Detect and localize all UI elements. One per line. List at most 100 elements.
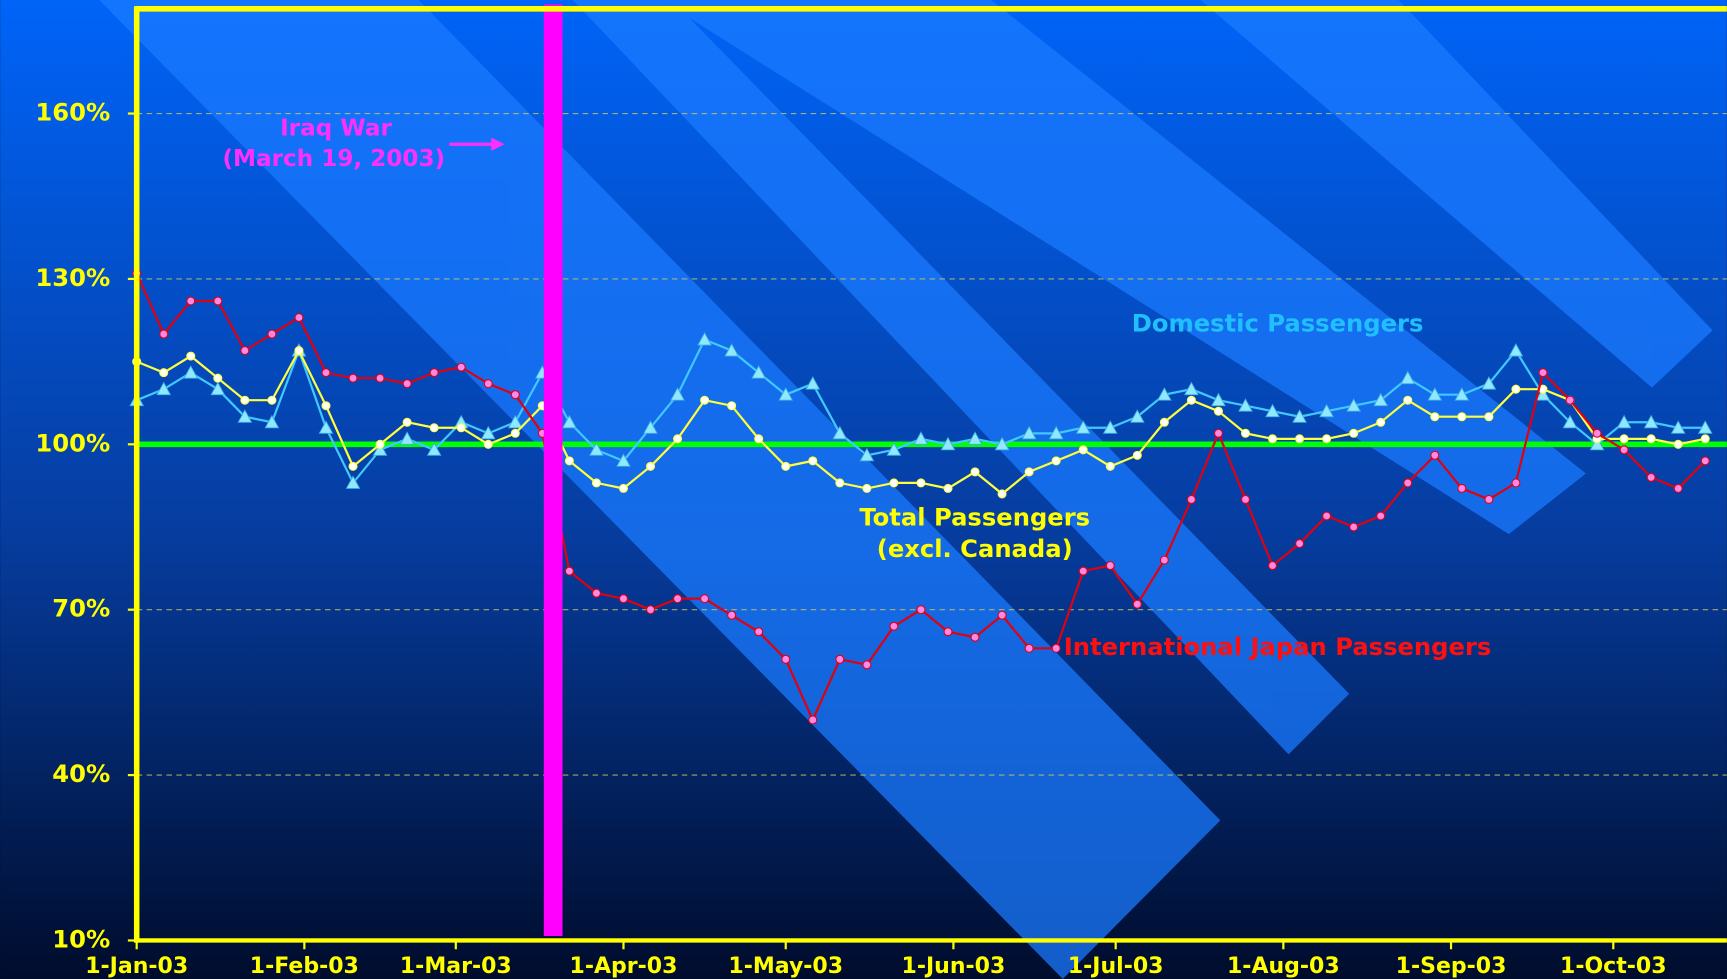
marker	[701, 595, 709, 603]
marker	[674, 435, 682, 443]
marker	[1160, 556, 1168, 564]
marker	[998, 611, 1006, 619]
marker	[1620, 446, 1628, 454]
marker	[1106, 562, 1114, 570]
marker	[1106, 462, 1114, 470]
marker	[836, 479, 844, 487]
marker	[349, 462, 357, 470]
y-tick-label: 40%	[52, 760, 110, 788]
marker	[782, 462, 790, 470]
marker	[1404, 479, 1412, 487]
marker	[890, 622, 898, 630]
x-tick-label: 1-Aug-03	[1227, 954, 1340, 979]
marker	[620, 484, 628, 492]
marker	[728, 402, 736, 410]
marker	[1674, 484, 1682, 492]
y-tick-label: 130%	[35, 264, 110, 292]
marker	[403, 380, 411, 388]
marker	[511, 429, 519, 437]
marker	[457, 363, 465, 371]
marker	[1458, 484, 1466, 492]
series-label: Domestic Passengers	[1090, 308, 1464, 418]
x-tick-label: 1-May-03	[728, 954, 843, 979]
marker	[322, 402, 330, 410]
marker	[1512, 479, 1520, 487]
marker	[295, 347, 303, 355]
marker	[1269, 435, 1277, 443]
marker	[1025, 468, 1033, 476]
marker	[1160, 418, 1168, 426]
marker	[484, 380, 492, 388]
x-tick-label: 1-Jun-03	[902, 954, 1006, 979]
marker	[160, 369, 168, 377]
marker	[1620, 435, 1628, 443]
marker	[511, 391, 519, 399]
marker	[809, 716, 817, 724]
marker	[1242, 495, 1250, 503]
marker	[1485, 495, 1493, 503]
marker	[809, 457, 817, 465]
marker	[592, 589, 600, 597]
marker	[1377, 418, 1385, 426]
marker	[1701, 457, 1709, 465]
marker	[1133, 451, 1141, 459]
marker	[1269, 562, 1277, 570]
marker	[1052, 457, 1060, 465]
marker	[728, 611, 736, 619]
x-tick-label: 1-Sep-03	[1396, 954, 1507, 979]
marker	[1323, 512, 1331, 520]
marker	[214, 297, 222, 305]
marker	[565, 457, 573, 465]
marker	[430, 369, 438, 377]
marker	[1133, 600, 1141, 608]
marker	[1485, 413, 1493, 421]
series-label-text: Domestic Passengers	[1090, 308, 1464, 340]
marker	[755, 435, 763, 443]
marker	[1377, 512, 1385, 520]
x-tick-label: 1-Feb-03	[250, 954, 359, 979]
page: Iraq War (March 19, 2003) Domestic Passe…	[0, 0, 1727, 979]
annotation: (March 19, 2003)	[223, 146, 446, 172]
marker	[1214, 429, 1222, 437]
series-label: Total Passengers (excl. Canada)	[848, 502, 1101, 612]
marker	[592, 479, 600, 487]
marker	[214, 374, 222, 382]
marker	[349, 374, 357, 382]
marker	[268, 330, 276, 338]
marker	[863, 484, 871, 492]
marker	[1187, 495, 1195, 503]
chart: Iraq War (March 19, 2003) Domestic Passe…	[0, 0, 1727, 979]
series-label: International Japan Passengers	[1057, 632, 1497, 742]
marker	[1350, 429, 1358, 437]
marker	[971, 633, 979, 641]
x-tick-label: 1-Oct-03	[1560, 954, 1667, 979]
marker	[1647, 435, 1655, 443]
marker	[1350, 523, 1358, 531]
marker	[782, 655, 790, 663]
marker	[917, 479, 925, 487]
marker	[457, 424, 465, 432]
marker	[1701, 435, 1709, 443]
marker	[620, 595, 628, 603]
marker	[430, 424, 438, 432]
marker	[403, 418, 411, 426]
marker	[322, 369, 330, 377]
marker	[863, 661, 871, 669]
marker	[1674, 440, 1682, 448]
y-tick-label: 10%	[52, 925, 110, 953]
marker	[565, 567, 573, 575]
marker	[484, 440, 492, 448]
marker	[944, 628, 952, 636]
marker	[971, 468, 979, 476]
marker	[241, 396, 249, 404]
marker	[1296, 435, 1304, 443]
annotation: Iraq War	[280, 115, 392, 141]
y-tick-label: 70%	[52, 595, 110, 623]
series-label-text: International Japan Passengers	[1057, 632, 1497, 664]
marker	[1512, 385, 1520, 393]
marker	[1566, 396, 1574, 404]
marker	[295, 314, 303, 322]
marker	[1323, 435, 1331, 443]
marker	[647, 606, 655, 614]
marker	[1025, 644, 1033, 652]
